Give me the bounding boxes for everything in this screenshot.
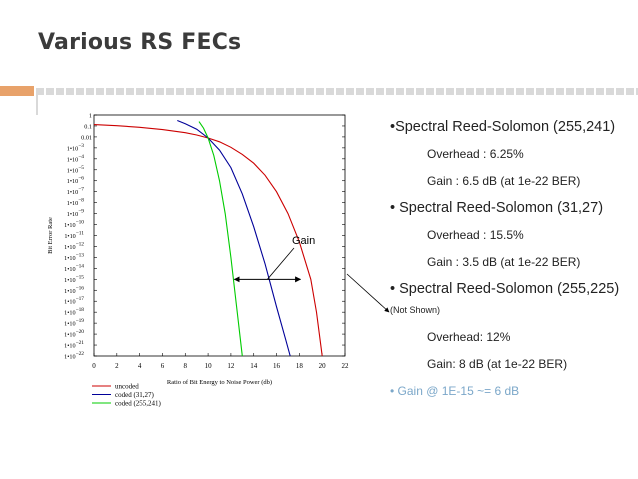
x-tick-label: 6: [161, 362, 165, 370]
y-tick-label: 0.01: [81, 134, 92, 141]
y-tick-label: 1•10−13: [64, 252, 84, 262]
y-tick-label: 1•10−21: [64, 340, 84, 350]
y-tick-label: 1•10−14: [64, 263, 84, 273]
y-tick-label: 1•10−11: [64, 231, 84, 241]
bullet-item: • Spectral Reed-Solomon (255,225) (Not S…: [390, 281, 620, 315]
bullet-item: •Spectral Reed-Solomon (255,241): [390, 119, 616, 135]
x-tick-label: 2: [115, 362, 119, 370]
bullet-list: •Spectral Reed-Solomon (255,241) Overhead…: [390, 118, 630, 409]
x-tick-label: 20: [319, 362, 327, 370]
y-tick-label: 1•10−4: [67, 154, 84, 164]
y-tick-label: 1•10−16: [64, 285, 84, 295]
x-tick-label: 4: [138, 362, 142, 370]
bullet-item: Overhead : 6.25%: [427, 147, 524, 161]
x-tick-label: 8: [184, 362, 188, 370]
x-tick-label: 10: [205, 362, 213, 370]
x-tick-label: 16: [273, 362, 281, 370]
y-tick-label: 1•10−17: [64, 296, 84, 306]
bullet-item: Gain: 8 dB (at 1e-22 BER): [427, 357, 568, 371]
legend-label: coded (31,27): [115, 391, 155, 399]
y-tick-label: 1•10−8: [67, 198, 84, 208]
y-tick-label: 0.1: [84, 123, 92, 130]
bullet-item: • Gain @ 1E-15 ~= 6 dB: [390, 384, 520, 398]
y-tick-label: 1•10−5: [67, 165, 84, 175]
bullet-item: Overhead: 12%: [427, 330, 511, 344]
y-tick-label: 1•10−10: [64, 220, 84, 230]
legend-label: uncoded: [115, 383, 139, 391]
x-tick-label: 12: [227, 362, 235, 370]
y-tick-label: 1•10−12: [64, 241, 84, 251]
series-line: [198, 121, 243, 357]
series-line: [93, 124, 323, 357]
gain-label: Gain: [292, 235, 315, 247]
gain-pointer-line: [267, 247, 295, 280]
bullet-item: • Spectral Reed-Solomon (31,27): [390, 200, 604, 216]
y-tick-label: 1•10−22: [64, 351, 84, 361]
x-axis-label: Ratio of Bit Energy to Noise Power (db): [167, 379, 272, 386]
y-tick-label: 1•10−20: [64, 329, 84, 339]
y-tick-label: 1: [89, 113, 92, 120]
slide-title: Various RS FECs: [38, 30, 242, 55]
bullet-item: Gain : 6.5 dB (at 1e-22 BER): [427, 174, 581, 188]
y-tick-label: 1•10−15: [64, 274, 84, 284]
y-axis-label: Bit Error Rate: [47, 217, 54, 254]
x-tick-label: 18: [296, 362, 304, 370]
y-tick-label: 1•10−6: [67, 176, 84, 186]
y-tick-label: 1•10−18: [64, 307, 84, 317]
callout-arrow: [346, 273, 390, 313]
series-line: [177, 119, 291, 357]
y-tick-label: 1•10−3: [67, 143, 84, 153]
legend-label: coded (255,241): [115, 400, 162, 408]
bullet-note: (Not Shown): [390, 305, 441, 315]
y-tick-label: 1•10−19: [64, 318, 84, 328]
y-tick-label: 1•10−9: [67, 209, 84, 219]
y-tick-label: 1•10−7: [67, 187, 84, 197]
bullet-item: Gain : 3.5 dB (at 1e-22 BER): [427, 255, 581, 269]
x-tick-label: 22: [342, 362, 350, 370]
bullet-item: Overhead : 15.5%: [427, 228, 524, 242]
x-tick-label: 14: [250, 362, 258, 370]
x-tick-label: 0: [92, 362, 96, 370]
title-divider: [0, 86, 638, 115]
